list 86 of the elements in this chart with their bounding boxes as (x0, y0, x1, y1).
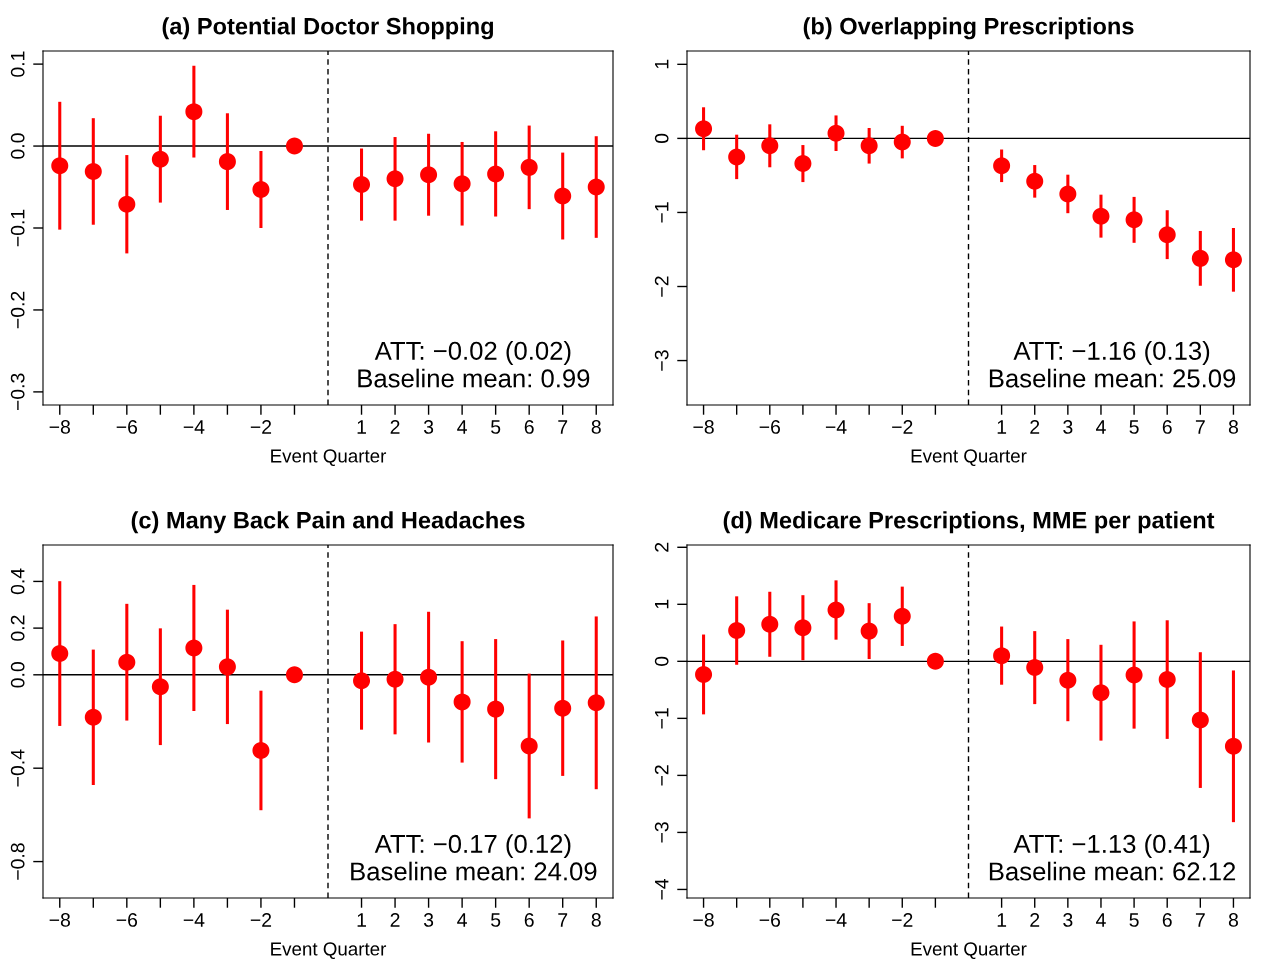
y-tick-label: −4 (655, 878, 669, 900)
x-tick-label: 8 (1228, 913, 1238, 927)
chart-title: (c) Many Back Pain and Headaches (131, 511, 525, 534)
x-tick-label: 8 (591, 420, 601, 434)
x-tick-label: 6 (524, 913, 534, 927)
annotation: ATT: −1.13 (0.41) (1013, 834, 1210, 859)
x-tick-label: 2 (390, 913, 400, 927)
y-tick-label: 2 (654, 542, 669, 552)
x-tick-label: −4 (183, 913, 205, 927)
y-tick-label: 1 (655, 599, 669, 609)
y-tick-label: −1 (655, 202, 669, 223)
y-tick-label: 0.4 (10, 568, 25, 595)
y-tick-label: 0.0 (10, 662, 25, 688)
x-axis-title: Event Quarter (911, 449, 1027, 466)
x-tick-label: −8 (49, 913, 70, 927)
annotation: Baseline mean: 0.99 (358, 368, 590, 388)
x-tick-label: −4 (825, 913, 847, 927)
x-tick-label: −6 (759, 420, 781, 434)
x-tick-label: −2 (892, 420, 913, 434)
x-tick-label: 7 (1195, 913, 1205, 927)
y-tick-label: −3 (654, 350, 669, 371)
x-tick-label: 1 (357, 913, 366, 927)
x-tick-label: −6 (116, 420, 138, 434)
y-tick-label: 0.1 (10, 51, 25, 77)
x-tick-label: 6 (524, 420, 534, 434)
x-tick-label: 3 (1063, 913, 1073, 927)
x-tick-label: −8 (693, 420, 714, 434)
x-tick-label: 4 (457, 913, 467, 927)
x-tick-label: 1 (997, 420, 1007, 434)
annotation: Baseline mean: 62.12 (989, 861, 1236, 881)
x-tick-label: −6 (116, 913, 138, 927)
annotation: Baseline mean: 25.09 (989, 368, 1236, 388)
x-tick-label: 1 (357, 420, 366, 434)
x-tick-label: 5 (491, 420, 501, 434)
y-tick-label: −2 (654, 276, 669, 297)
x-tick-label: −6 (759, 913, 781, 927)
x-tick-label: −8 (693, 913, 714, 927)
x-tick-label: −4 (183, 420, 205, 434)
chart-title: (d) Medicare Prescriptions, MME per patient (723, 511, 1215, 534)
chart-title: (b) Overlapping Prescriptions (803, 17, 1134, 40)
x-tick-label: 8 (1228, 420, 1238, 434)
y-tick-label: 1 (655, 59, 669, 69)
x-tick-label: 7 (558, 913, 568, 927)
x-tick-label: −2 (892, 913, 913, 927)
x-tick-label: 5 (1129, 420, 1139, 434)
x-tick-label: 7 (1195, 420, 1205, 434)
annotation: Baseline mean: 24.09 (351, 861, 597, 881)
x-tick-label: 8 (591, 913, 601, 927)
x-tick-label: 6 (1162, 913, 1172, 927)
x-axis-title: Event Quarter (911, 942, 1027, 959)
y-tick-label: −0.2 (10, 291, 25, 329)
y-tick-label: −0.8 (10, 843, 25, 880)
y-tick-label: 0 (654, 133, 669, 144)
annotation: ATT: −0.17 (0.12) (374, 834, 571, 859)
x-tick-label: 1 (997, 913, 1007, 927)
y-tick-label: 0.0 (10, 133, 25, 159)
x-tick-label: 3 (423, 420, 434, 434)
x-tick-label: 2 (1030, 913, 1040, 927)
x-axis-title: Event Quarter (271, 449, 387, 466)
annotation: ATT: −1.16 (0.13) (1013, 341, 1210, 365)
x-tick-label: 5 (1129, 913, 1139, 927)
y-tick-label: −1 (655, 708, 669, 729)
x-tick-label: 3 (1063, 420, 1073, 434)
x-tick-label: 5 (491, 913, 501, 927)
x-tick-label: −2 (250, 420, 272, 434)
y-tick-label: −0.4 (10, 749, 25, 787)
y-tick-label: 0.2 (10, 615, 25, 641)
annotation: ATT: −0.02 (0.02) (374, 341, 571, 365)
x-tick-label: −4 (825, 420, 847, 434)
x-tick-label: 3 (423, 913, 434, 927)
x-tick-label: 4 (1096, 420, 1106, 434)
y-tick-label: −2 (654, 765, 669, 786)
x-tick-label: 2 (390, 420, 400, 434)
chart-title: (a) Potential Doctor Shopping (162, 17, 494, 40)
x-tick-label: 2 (1030, 420, 1040, 434)
x-tick-label: −2 (250, 913, 272, 927)
x-axis-title: Event Quarter (271, 942, 387, 959)
x-tick-label: −8 (49, 420, 70, 434)
x-tick-label: 7 (558, 420, 568, 434)
y-tick-label: −0.1 (10, 209, 25, 247)
x-tick-label: 4 (1096, 913, 1106, 927)
x-tick-label: 6 (1162, 420, 1172, 434)
y-tick-label: 0 (654, 656, 669, 666)
y-tick-label: −3 (654, 822, 669, 843)
x-tick-label: 4 (457, 420, 467, 434)
y-tick-label: −0.3 (10, 373, 25, 411)
